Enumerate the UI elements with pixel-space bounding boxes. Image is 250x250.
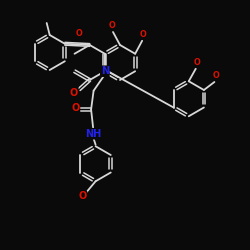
Text: NH: NH — [86, 129, 102, 139]
Text: N: N — [101, 66, 109, 76]
Text: O: O — [108, 21, 115, 30]
Text: O: O — [212, 71, 219, 80]
Text: O: O — [75, 29, 82, 38]
Text: O: O — [70, 88, 78, 98]
Text: O: O — [78, 191, 86, 201]
Text: O: O — [140, 30, 147, 39]
Text: O: O — [71, 102, 80, 113]
Text: O: O — [194, 58, 200, 67]
